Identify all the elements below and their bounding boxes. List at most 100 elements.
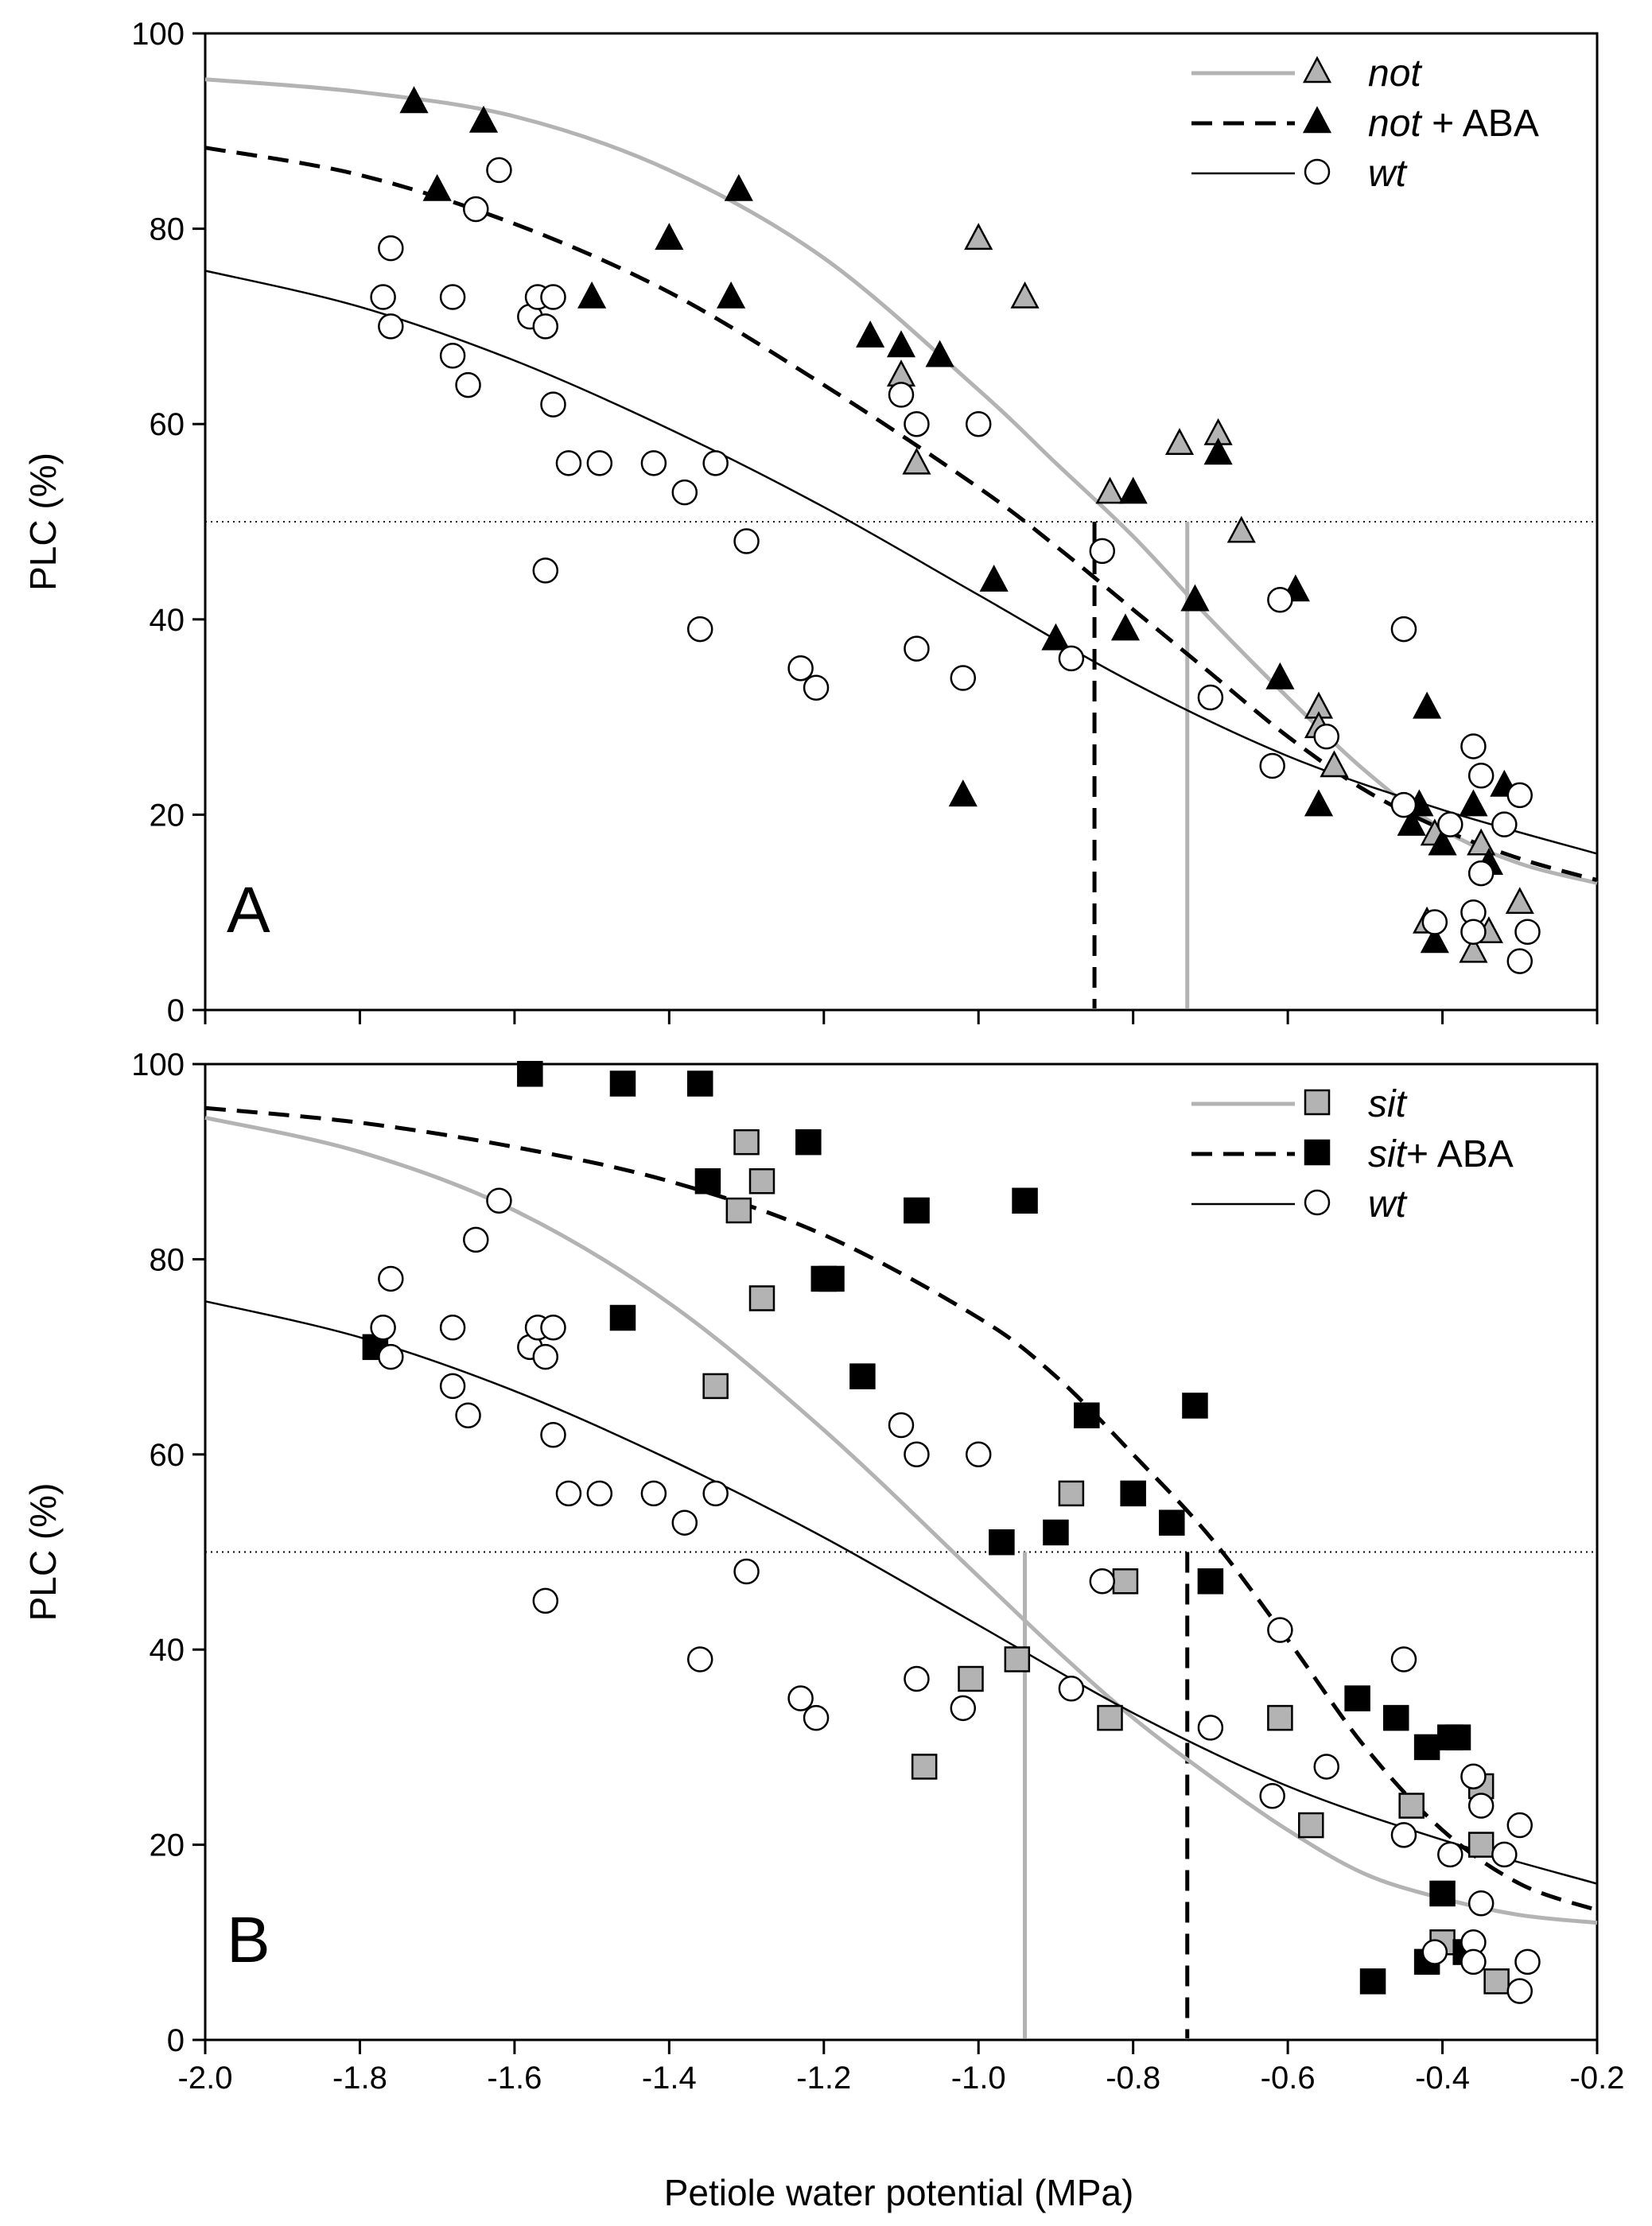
data-point <box>902 447 931 475</box>
x-tick-label: -2.0 <box>178 2061 233 2096</box>
data-point <box>702 1480 729 1507</box>
data-point <box>733 528 760 554</box>
legend-marker <box>1302 106 1332 134</box>
data-point <box>1397 809 1426 836</box>
y-tick-label: 60 <box>150 407 185 442</box>
data-point <box>748 1285 775 1311</box>
data-point <box>733 1129 760 1156</box>
data-point <box>1012 1187 1038 1214</box>
data-point <box>1491 1841 1518 1868</box>
data-point <box>795 1129 822 1156</box>
y-tick-label: 100 <box>131 1047 185 1082</box>
data-point <box>609 1304 636 1331</box>
data-point <box>925 340 954 367</box>
data-point <box>1259 1783 1285 1809</box>
data-point <box>378 1265 404 1292</box>
data-point <box>1058 1676 1085 1702</box>
data-point <box>1089 1568 1116 1595</box>
data-point <box>378 313 404 340</box>
data-point <box>1298 1812 1324 1839</box>
data-point <box>1390 1822 1417 1848</box>
data-point <box>540 1315 566 1341</box>
data-point <box>1110 613 1141 641</box>
data-point <box>1429 1880 1456 1907</box>
y-tick-label: 80 <box>150 1242 185 1277</box>
data-point <box>1226 515 1256 543</box>
data-point <box>1483 1968 1510 1995</box>
data-point <box>733 1558 760 1585</box>
data-point <box>1197 684 1224 711</box>
x-tick-label: -1.0 <box>951 2061 1006 2096</box>
panel-letter: B <box>227 1904 270 1976</box>
x-tick-label: -1.4 <box>642 2061 697 2096</box>
data-point <box>964 223 993 251</box>
data-point <box>1398 1793 1425 1819</box>
data-point <box>958 1665 984 1692</box>
data-point <box>439 284 466 310</box>
data-point <box>1089 538 1116 565</box>
data-point <box>1004 1646 1031 1672</box>
data-point <box>803 674 830 701</box>
data-point <box>1095 476 1125 504</box>
data-point <box>1421 1939 1448 1965</box>
data-point <box>640 1480 667 1507</box>
y-tick-label: 40 <box>150 603 185 638</box>
data-point <box>818 1265 845 1292</box>
data-point <box>686 1070 713 1097</box>
legend-label: wt <box>1368 1183 1408 1226</box>
legend-marker <box>1304 1139 1331 1166</box>
data-point <box>1182 1393 1208 1419</box>
data-point <box>463 196 489 223</box>
data-point <box>1074 1402 1100 1428</box>
legend-series-name: wt <box>1368 153 1408 195</box>
data-point <box>1058 645 1085 672</box>
data-point <box>888 1412 915 1439</box>
fit-curve <box>204 1105 1598 1913</box>
data-point <box>950 1695 977 1722</box>
data-point <box>532 557 559 584</box>
data-point <box>989 1529 1015 1556</box>
legend-series-suffix: + ABA <box>1421 103 1539 145</box>
data-point <box>1112 1568 1139 1595</box>
data-point <box>586 1480 613 1507</box>
x-tick-label: -1.6 <box>487 2061 542 2096</box>
data-point <box>904 410 930 437</box>
data-point <box>370 1315 396 1341</box>
data-point <box>849 1363 876 1389</box>
data-point <box>555 1480 582 1507</box>
data-point <box>1460 733 1487 759</box>
data-point <box>1514 1948 1541 1975</box>
data-point <box>694 1167 721 1195</box>
fit-curve <box>204 77 1598 885</box>
legend-series-name: not <box>1368 103 1422 145</box>
data-point <box>1118 476 1148 504</box>
legend-series-suffix: + ABA <box>1406 1133 1514 1175</box>
y-tick-label: 0 <box>167 993 185 1028</box>
data-point <box>1460 919 1487 946</box>
data-point <box>455 371 481 398</box>
data-point <box>1413 1734 1440 1761</box>
legend-marker <box>1304 158 1331 185</box>
legend-label: not <box>1368 52 1422 95</box>
data-point <box>455 1402 481 1428</box>
data-point <box>1460 1948 1487 1975</box>
x-tick-label: -0.2 <box>1570 2061 1625 2096</box>
data-point <box>904 1665 930 1692</box>
data-point <box>1506 948 1533 974</box>
data-point <box>532 1343 559 1370</box>
fit-curve <box>204 146 1598 883</box>
data-point <box>965 410 992 437</box>
legend-label: sit+ ABA <box>1368 1133 1514 1175</box>
y-tick-label: 20 <box>150 798 185 833</box>
data-point <box>950 665 977 691</box>
data-point <box>586 450 613 476</box>
data-point <box>1043 1519 1069 1546</box>
data-point <box>517 1061 543 1087</box>
data-point <box>888 382 915 408</box>
data-point <box>702 450 729 476</box>
legend-marker <box>1304 1189 1331 1216</box>
data-point <box>904 1197 930 1224</box>
